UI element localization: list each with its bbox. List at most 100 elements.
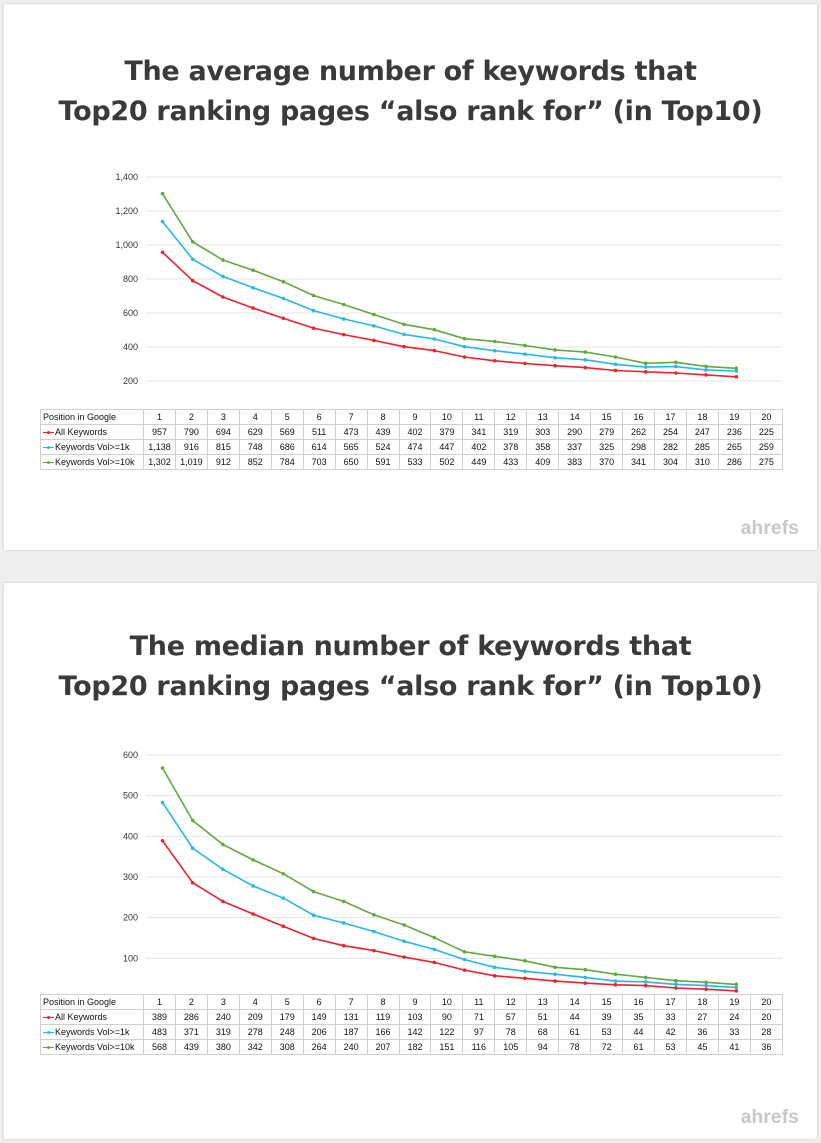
data-label: 380 xyxy=(206,1039,240,1055)
chart-title-line-2: Top20 ranking pages “also rank for” (in … xyxy=(58,671,763,702)
data-point xyxy=(402,332,406,337)
data-point xyxy=(492,358,497,363)
chart-title-line-2: Top20 ranking pages “also rank for” (in … xyxy=(58,96,763,127)
data-point xyxy=(221,867,225,872)
data-label: 207 xyxy=(366,1039,400,1055)
data-point xyxy=(643,365,648,369)
data-point xyxy=(190,278,195,283)
data-label: 41 xyxy=(717,1039,751,1055)
data-point xyxy=(160,250,165,255)
data-label: 402 xyxy=(398,424,432,440)
y-tick-label: 1,200 xyxy=(115,206,138,216)
data-point xyxy=(311,889,316,894)
x-tick-label: 13 xyxy=(526,409,560,425)
data-label: 45 xyxy=(685,1039,719,1055)
data-point xyxy=(311,936,316,941)
data-label: 264 xyxy=(302,1039,336,1055)
data-point xyxy=(674,360,678,365)
data-point xyxy=(311,913,316,918)
data-label: 502 xyxy=(430,454,464,470)
series-line xyxy=(161,840,737,992)
data-point xyxy=(553,972,557,976)
data-point xyxy=(190,818,195,823)
data-point xyxy=(341,921,346,925)
data-point xyxy=(311,326,316,330)
data-point xyxy=(432,960,437,965)
chart-card-median: The median number of keywords that Top20… xyxy=(4,583,817,1139)
data-label: 247 xyxy=(685,424,719,440)
legend-marker xyxy=(43,461,54,465)
data-point xyxy=(613,362,618,367)
chart-title-line-1: The median number of keywords that xyxy=(129,631,692,662)
data-label: 784 xyxy=(270,454,304,470)
data-label: 748 xyxy=(238,439,272,455)
data-point xyxy=(341,302,346,307)
legend-label: All Keywords xyxy=(55,1012,108,1022)
legend-marker xyxy=(43,1046,54,1050)
data-point xyxy=(251,884,255,888)
y-tick-label: 100 xyxy=(123,953,138,963)
data-label: 371 xyxy=(174,1024,208,1040)
data-point xyxy=(281,896,286,900)
data-point xyxy=(190,257,195,262)
x-tick-label: 7 xyxy=(334,409,368,425)
data-point xyxy=(221,258,225,262)
data-label: 36 xyxy=(685,1024,719,1040)
data-point xyxy=(583,967,588,972)
x-tick-label: 5 xyxy=(270,994,304,1010)
data-point xyxy=(674,982,678,987)
data-point xyxy=(190,846,195,850)
data-point xyxy=(643,361,648,366)
data-point xyxy=(432,935,437,940)
x-tick-label: 6 xyxy=(302,409,336,425)
data-label: 389 xyxy=(143,1009,176,1025)
data-point xyxy=(190,239,195,244)
data-point xyxy=(674,364,678,369)
data-label: 275 xyxy=(749,454,784,470)
data-label: 852 xyxy=(238,454,272,470)
data-point xyxy=(432,348,437,353)
data-label: 61 xyxy=(622,1039,655,1055)
y-tick-label: 600 xyxy=(123,750,138,760)
data-point xyxy=(281,871,286,876)
data-label: 409 xyxy=(526,454,560,470)
x-tick-label: 17 xyxy=(654,409,687,425)
x-tick-label: 1 xyxy=(143,409,176,425)
data-point xyxy=(734,989,739,993)
x-tick-label: 18 xyxy=(685,409,719,425)
data-point xyxy=(341,943,346,948)
legend-marker xyxy=(43,1031,54,1035)
data-label: 614 xyxy=(302,439,336,455)
data-point xyxy=(583,357,588,362)
chart-title: The median number of keywords that Top20… xyxy=(4,627,817,707)
y-tick-label: 1,400 xyxy=(115,172,138,182)
data-label: 358 xyxy=(526,439,560,455)
data-label: 51 xyxy=(526,1009,560,1025)
data-label: 182 xyxy=(398,1039,432,1055)
data-label: 341 xyxy=(462,424,496,440)
data-label: 209 xyxy=(238,1009,272,1025)
data-label: 524 xyxy=(366,439,400,455)
y-tick-label: 800 xyxy=(123,274,138,284)
data-label: 439 xyxy=(366,424,400,440)
data-point xyxy=(251,858,255,862)
table-row: Keywords Vol>=10k 568 439 380 342 308 264 240 20… xyxy=(40,1039,784,1055)
data-point xyxy=(372,324,376,328)
x-tick-label: 2 xyxy=(174,994,208,1010)
x-tick-label: 8 xyxy=(366,994,400,1010)
data-point xyxy=(281,296,286,301)
data-point xyxy=(674,986,678,990)
data-point xyxy=(221,295,225,299)
data-label: 790 xyxy=(174,424,208,440)
y-tick-label: 300 xyxy=(123,872,138,882)
x-tick-label: 14 xyxy=(558,409,592,425)
data-point xyxy=(492,954,497,959)
data-point xyxy=(341,899,346,904)
legend-entry: Keywords Vol>=1k xyxy=(40,1024,144,1040)
data-label: 815 xyxy=(206,439,240,455)
y-tick-label: 600 xyxy=(123,308,138,318)
data-label: 379 xyxy=(430,424,464,440)
data-label: 131 xyxy=(334,1009,368,1025)
data-label: 28 xyxy=(749,1024,784,1040)
data-point xyxy=(523,976,527,981)
